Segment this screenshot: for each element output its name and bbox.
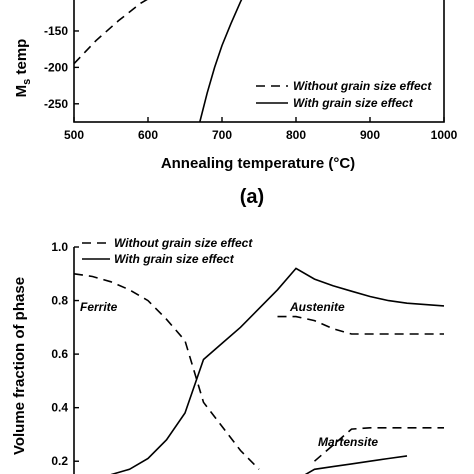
panel-a-legend-label: Without grain size effect bbox=[293, 79, 432, 93]
panel-b-y-tick-label: 1.0 bbox=[51, 240, 68, 254]
panel-b-annotation-ferrite: Ferrite bbox=[80, 300, 118, 314]
panel-b-series-without-grain-size-martensite-line bbox=[313, 427, 444, 462]
panel-a-y-tick-label: -200 bbox=[44, 60, 68, 74]
panel-b-series-with-grain-size-ferrite-line bbox=[110, 267, 445, 474]
panel-b-annotation-martensite: Martensite bbox=[318, 435, 378, 449]
panel-a-x-tick-label: 600 bbox=[138, 128, 158, 142]
panel-b-series-without-grain-size-austenite-line bbox=[277, 315, 444, 335]
panel-a-x-tick-label: 900 bbox=[360, 128, 380, 142]
panel-a-y-tick-label: -100 bbox=[44, 0, 68, 2]
panel-b-annotation-austenite: Austenite bbox=[289, 300, 345, 314]
panel-b-series-without-grain-size-ferrite-line bbox=[73, 273, 260, 470]
panel-a-plot-frame bbox=[73, 0, 445, 123]
panel-a-y-tick-label: -250 bbox=[44, 97, 68, 111]
panel-a-series-without-grain-size-line bbox=[73, 0, 148, 65]
panel-a-y-axis-title: Ms temp bbox=[13, 39, 33, 98]
panel-a-legend-label: With grain size effect bbox=[293, 96, 414, 110]
panel-b-y-tick-label: 0.6 bbox=[51, 347, 68, 361]
panel-b-legend-label: With grain size effect bbox=[114, 252, 235, 266]
panel-b-legend-label: Without grain size effect bbox=[114, 236, 253, 250]
panel-a-x-axis-title: Annealing temperature (°C) bbox=[161, 155, 355, 172]
panel-a-ms-temperature-chart: 500 600 700 800 900 1000 -100 -150 -200 -250 Witho… bbox=[13, 0, 458, 208]
panel-b-y-tick-label: 0.2 bbox=[51, 454, 68, 468]
panel-a-x-tick-label: 800 bbox=[286, 128, 306, 142]
panel-a-series-with-grain-size-line bbox=[199, 0, 243, 123]
panel-b-y-tick-label: 0.8 bbox=[51, 294, 68, 308]
panel-a-x-tick-label: 500 bbox=[64, 128, 84, 142]
panel-b-y-tick-label: 0.4 bbox=[51, 401, 68, 415]
panel-a-y-tick-label: -150 bbox=[44, 24, 68, 38]
panel-b-volume-fraction-chart: 1.0 0.8 0.6 0.4 0.2 Without grain size effect… bbox=[11, 236, 445, 474]
panel-b-series-with-grain-size-martensite-line bbox=[304, 455, 408, 474]
panel-a-x-tick-label: 700 bbox=[212, 128, 232, 142]
panel-b-y-axis-title: Volume fraction of phase bbox=[11, 277, 28, 455]
panel-a-label: (a) bbox=[240, 186, 264, 208]
panel-a-x-tick-label: 1000 bbox=[431, 128, 458, 142]
